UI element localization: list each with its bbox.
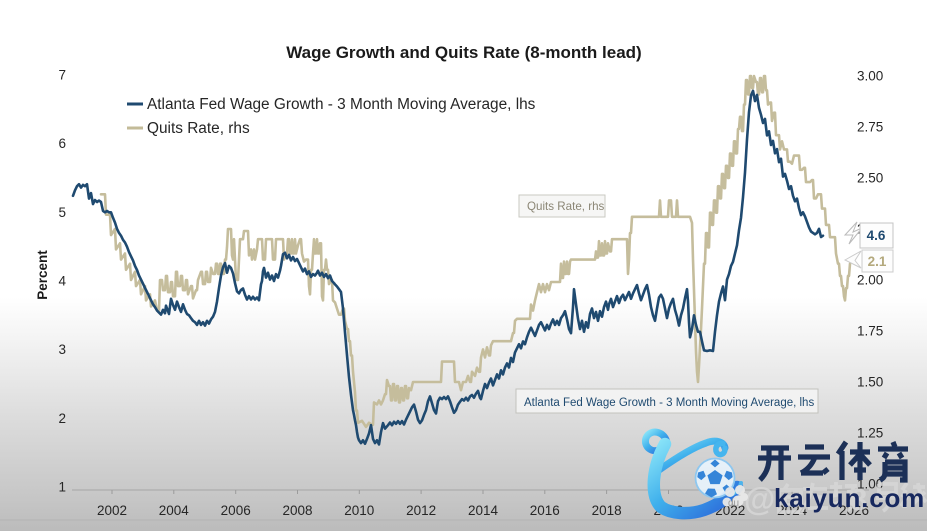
- svg-text:2016: 2016: [530, 503, 560, 518]
- svg-text:2.50: 2.50: [857, 171, 883, 186]
- svg-text:2.75: 2.75: [857, 120, 883, 135]
- svg-text:6: 6: [58, 136, 66, 151]
- svg-text:3.00: 3.00: [857, 69, 883, 84]
- svg-text:1.00: 1.00: [857, 477, 883, 492]
- svg-text:Atlanta Fed Wage Growth - 3 Mo: Atlanta Fed Wage Growth - 3 Month Moving…: [524, 397, 814, 409]
- svg-text:du: du: [728, 498, 739, 509]
- svg-text:1.50: 1.50: [857, 375, 883, 390]
- svg-text:1.25: 1.25: [857, 426, 883, 441]
- svg-text:1.75: 1.75: [857, 324, 883, 339]
- svg-text:5: 5: [58, 205, 66, 220]
- svg-text:Quits Rate, rhs: Quits Rate, rhs: [147, 120, 250, 137]
- svg-text:2010: 2010: [344, 503, 374, 518]
- svg-text:2002: 2002: [97, 503, 127, 518]
- svg-text:Atlanta Fed Wage Growth - 3 Mo: Atlanta Fed Wage Growth - 3 Month Moving…: [147, 96, 536, 113]
- svg-text:2.00: 2.00: [857, 273, 883, 288]
- svg-text:Percent: Percent: [35, 250, 50, 300]
- svg-text:2: 2: [58, 411, 66, 426]
- svg-text:2026: 2026: [839, 503, 869, 518]
- svg-text:2.1: 2.1: [868, 254, 887, 269]
- svg-text:Wage Growth and Quits Rate (8-: Wage Growth and Quits Rate (8-month lead…: [286, 43, 641, 62]
- svg-text:2014: 2014: [468, 503, 499, 518]
- svg-text:8: 8: [850, 482, 867, 517]
- svg-text:2008: 2008: [282, 503, 312, 518]
- svg-text:4.6: 4.6: [867, 228, 886, 243]
- svg-text:2006: 2006: [221, 503, 251, 518]
- svg-text:3: 3: [58, 342, 66, 357]
- svg-text:Quits Rate, rhs: Quits Rate, rhs: [527, 200, 605, 213]
- svg-text:4: 4: [58, 274, 66, 289]
- svg-text:2012: 2012: [406, 503, 436, 518]
- svg-text:@: @: [744, 481, 775, 517]
- svg-text:kaiyun.com: kaiyun.com: [774, 483, 925, 513]
- svg-text:7: 7: [58, 68, 66, 83]
- svg-text:2004: 2004: [159, 503, 190, 518]
- svg-text:1: 1: [58, 480, 66, 495]
- svg-text:2018: 2018: [592, 503, 622, 518]
